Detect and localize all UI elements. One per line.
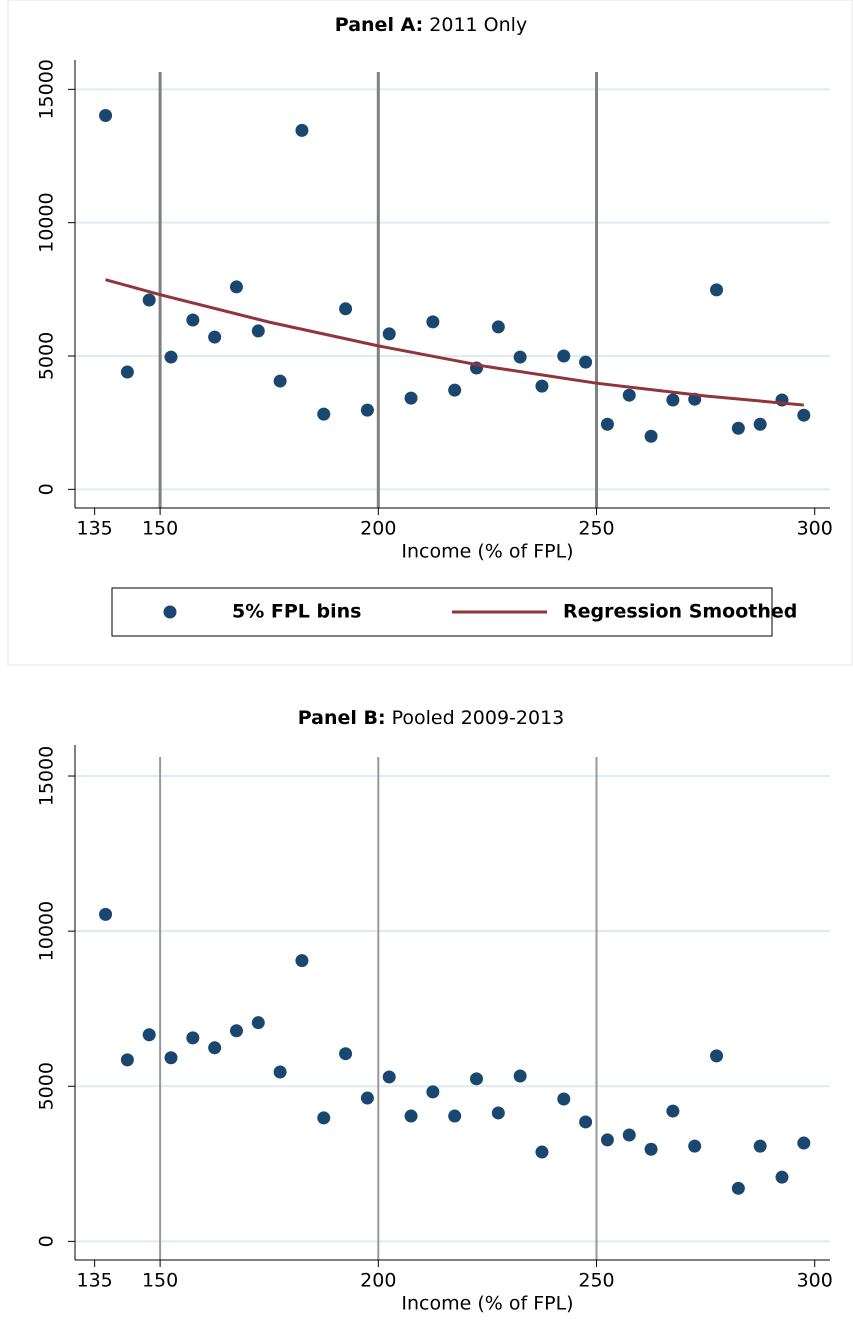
panel-label: Panel B: xyxy=(298,707,386,729)
data-point xyxy=(731,1181,745,1195)
data-point xyxy=(644,1142,658,1156)
x-tick-label: 150 xyxy=(142,518,178,540)
data-point xyxy=(229,280,243,294)
data-point xyxy=(710,1049,724,1063)
panel-a-frame xyxy=(7,0,853,666)
data-point xyxy=(360,403,374,417)
data-point xyxy=(186,1031,200,1045)
data-point xyxy=(535,1145,549,1159)
y-tick-label: 0 xyxy=(36,1235,58,1247)
data-point xyxy=(470,1072,484,1086)
data-point xyxy=(644,429,658,443)
data-point xyxy=(382,1070,396,1084)
x-tick-label: 135 xyxy=(77,1270,113,1292)
x-tick-label: 300 xyxy=(797,1270,833,1292)
y-tick-label: 5000 xyxy=(36,1062,58,1110)
data-point xyxy=(382,327,396,341)
data-point xyxy=(666,393,680,407)
data-point xyxy=(120,1053,134,1067)
data-point xyxy=(164,1051,178,1065)
data-point xyxy=(731,421,745,435)
data-point xyxy=(120,365,134,379)
data-point xyxy=(557,1092,571,1106)
data-point xyxy=(317,1111,331,1125)
data-point xyxy=(339,302,353,316)
data-point xyxy=(99,108,113,122)
x-tick-label: 250 xyxy=(578,518,614,540)
data-point xyxy=(448,383,462,397)
data-point xyxy=(797,1136,811,1150)
data-point xyxy=(229,1024,243,1038)
data-point xyxy=(513,1069,527,1083)
x-tick-label: 300 xyxy=(797,518,833,540)
data-point xyxy=(557,349,571,363)
data-point xyxy=(622,1128,636,1142)
data-point xyxy=(208,1041,222,1055)
panel-label: Panel A: xyxy=(335,14,423,36)
y-tick-label: 15000 xyxy=(36,59,58,119)
data-point xyxy=(753,417,767,431)
data-point xyxy=(208,330,222,344)
data-point xyxy=(622,388,636,402)
data-point xyxy=(579,355,593,369)
data-point xyxy=(600,417,614,431)
data-point xyxy=(251,324,265,338)
data-point xyxy=(142,1028,156,1042)
data-point xyxy=(535,379,549,393)
x-tick-label: 150 xyxy=(142,1270,178,1292)
data-point xyxy=(688,1139,702,1153)
title-text: Pooled 2009-2013 xyxy=(392,707,565,729)
x-tick-label: 200 xyxy=(360,1270,396,1292)
data-point xyxy=(710,283,724,297)
data-point xyxy=(491,1106,505,1120)
y-tick-label: 0 xyxy=(36,483,58,495)
data-point xyxy=(404,391,418,405)
data-point xyxy=(164,350,178,364)
y-tick-label: 5000 xyxy=(36,332,58,380)
x-axis-label: Income (% of FPL) xyxy=(401,1293,573,1315)
data-point xyxy=(186,313,200,327)
x-tick-label: 250 xyxy=(578,1270,614,1292)
data-point xyxy=(251,1016,265,1030)
data-point xyxy=(295,123,309,137)
legend-swatch xyxy=(163,605,177,619)
data-point xyxy=(513,350,527,364)
regression-line xyxy=(105,278,804,407)
data-point xyxy=(360,1091,374,1105)
data-point xyxy=(579,1115,593,1129)
data-point xyxy=(426,1085,440,1099)
x-axis-label: Income (% of FPL) xyxy=(401,541,573,563)
y-tick-label: 15000 xyxy=(36,746,58,806)
legend-label: 5% FPL bins xyxy=(232,601,361,623)
y-tick-label: 10000 xyxy=(36,901,58,961)
chart-title: Panel B: Pooled 2009-2013 xyxy=(298,707,565,729)
y-tick-label: 10000 xyxy=(36,192,58,252)
x-tick-label: 135 xyxy=(77,518,113,540)
data-point xyxy=(142,293,156,307)
data-point xyxy=(448,1109,462,1123)
data-point xyxy=(295,954,309,968)
data-point xyxy=(600,1133,614,1147)
data-point xyxy=(666,1104,680,1118)
data-point xyxy=(317,407,331,421)
data-point xyxy=(753,1139,767,1153)
data-point xyxy=(273,1065,287,1079)
data-point xyxy=(775,1170,789,1184)
data-point xyxy=(491,320,505,334)
data-point xyxy=(99,907,113,921)
legend-label: Regression Smoothed xyxy=(563,601,797,623)
legend-box xyxy=(111,587,773,637)
data-point xyxy=(339,1047,353,1061)
x-tick-label: 200 xyxy=(360,518,396,540)
data-point xyxy=(404,1109,418,1123)
data-point xyxy=(797,408,811,422)
chart-title: Panel A: 2011 Only xyxy=(335,14,527,36)
data-point xyxy=(273,374,287,388)
data-point xyxy=(426,315,440,329)
title-text: 2011 Only xyxy=(429,14,527,36)
